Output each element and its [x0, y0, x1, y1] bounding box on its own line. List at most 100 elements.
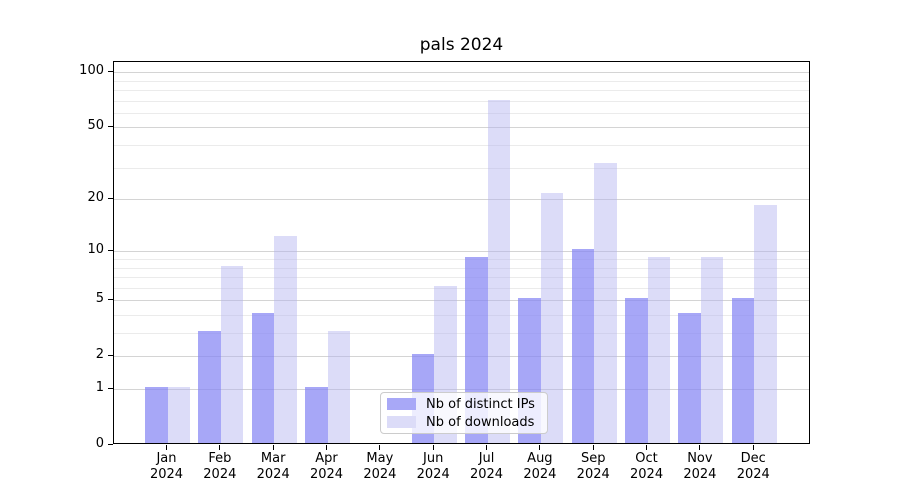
- legend-label-distinct-ips: Nb of distinct IPs: [426, 396, 535, 412]
- major-gridline-2: [114, 356, 809, 358]
- x-tick-label-line: 2024: [523, 467, 557, 482]
- bar-distinct-ips-dec: [731, 298, 755, 443]
- y-tick-label-50: 50: [87, 118, 104, 134]
- x-tick-label-may: May 2024: [349, 451, 411, 483]
- x-tick-apr: [326, 445, 328, 450]
- x-tick-aug: [539, 445, 541, 450]
- minor-gridline-80: [114, 90, 809, 92]
- bar-downloads-mar: [274, 235, 297, 443]
- legend: Nb of distinct IPs Nb of downloads: [380, 392, 548, 434]
- x-tick-label-line: 2024: [576, 467, 610, 482]
- x-tick-label-nov: Nov 2024: [669, 451, 731, 483]
- x-tick-label-line: 2024: [256, 467, 290, 482]
- x-tick-nov: [699, 445, 701, 450]
- x-tick-jan: [166, 445, 167, 450]
- x-tick-label-line: 2024: [416, 467, 450, 482]
- x-tick-label-feb: Feb 2024: [189, 451, 251, 483]
- x-tick-sep: [592, 445, 594, 450]
- x-tick-label-jun: Jun 2024: [402, 451, 464, 483]
- chart-title: pals 2024: [419, 35, 504, 55]
- bar-distinct-ips-nov: [678, 313, 701, 443]
- major-gridline-5: [114, 300, 809, 302]
- y-tick-label-2: 2: [95, 347, 104, 363]
- x-tick-mar: [272, 445, 274, 450]
- bar-downloads-jul: [487, 99, 511, 443]
- minor-gridline-4: [114, 314, 809, 316]
- minor-gridline-9: [114, 259, 809, 260]
- plot-area: Nb of distinct IPs Nb of downloads: [113, 61, 810, 444]
- x-tick-label-line: Sep: [580, 451, 606, 466]
- y-tick-5: [108, 298, 113, 300]
- minor-gridline-40: [114, 145, 809, 147]
- x-tick-label-line: 2024: [736, 467, 770, 482]
- legend-label-downloads: Nb of downloads: [426, 414, 535, 430]
- x-tick-oct: [646, 445, 648, 450]
- x-tick-label-oct: Oct 2024: [616, 451, 678, 483]
- minor-gridline-30: [114, 167, 809, 169]
- major-gridline-50: [114, 127, 809, 129]
- bar-downloads-oct: [647, 257, 671, 443]
- major-gridline-100: [114, 72, 809, 74]
- y-tick-label-1: 1: [95, 380, 104, 395]
- minor-gridline-7: [114, 277, 809, 279]
- legend-row-distinct-ips: Nb of distinct IPs: [387, 395, 539, 413]
- minor-gridline-70: [114, 100, 809, 102]
- major-gridline-20: [114, 199, 809, 201]
- bar-distinct-ips-oct: [625, 298, 648, 443]
- minor-gridline-3: [114, 333, 809, 335]
- minor-gridline-6: [114, 287, 809, 289]
- x-tick-label-line: Oct: [635, 451, 658, 466]
- bar-downloads-aug: [540, 193, 564, 443]
- bar-downloads-nov: [700, 257, 724, 443]
- bar-distinct-ips-apr: [305, 387, 328, 443]
- bar-distinct-ips-feb: [198, 331, 221, 443]
- x-tick-label-line: May: [366, 451, 394, 466]
- y-tick-2: [108, 354, 113, 356]
- x-tick-label-jul: Jul 2024: [456, 451, 518, 483]
- x-tick-label-dec: Dec 2024: [722, 451, 784, 483]
- minor-gridline-8: [114, 267, 809, 269]
- x-tick-label-line: Mar: [260, 451, 286, 466]
- minor-gridline-90: [114, 80, 809, 82]
- y-tick-100: [108, 70, 113, 72]
- x-tick-label-jan: Jan 2024: [136, 451, 198, 483]
- bar-downloads-dec: [754, 205, 777, 443]
- y-tick-label-10: 10: [87, 242, 104, 258]
- x-tick-label-line: Jun: [423, 451, 444, 466]
- bar-downloads-sep: [594, 163, 617, 443]
- y-tick-label-100: 100: [79, 63, 104, 79]
- x-tick-feb: [219, 445, 221, 450]
- x-tick-dec: [752, 445, 754, 450]
- major-gridline-10: [114, 251, 809, 253]
- x-tick-label-mar: Mar 2024: [242, 451, 304, 483]
- y-tick-50: [108, 125, 113, 127]
- minor-gridline-60: [114, 112, 809, 114]
- x-tick-label-sep: Sep 2024: [562, 451, 624, 483]
- x-tick-label-line: Dec: [740, 451, 766, 466]
- x-tick-label-line: 2024: [469, 467, 504, 482]
- x-tick-label-line: Jul: [478, 451, 495, 466]
- x-tick-jul: [486, 445, 488, 450]
- bar-distinct-ips-mar: [251, 313, 275, 443]
- y-tick-label-20: 20: [87, 190, 104, 206]
- x-tick-label-line: 2024: [203, 467, 237, 482]
- x-tick-label-line: Jan: [156, 451, 177, 466]
- x-tick-label-line: Aug: [527, 451, 553, 466]
- x-tick-label-line: Apr: [315, 451, 338, 466]
- bar-distinct-ips-jan: [145, 387, 168, 443]
- y-tick-label-5: 5: [95, 291, 104, 307]
- legend-swatch-distinct-ips-icon: [387, 398, 416, 410]
- x-tick-label-line: Feb: [208, 451, 232, 466]
- x-tick-label-apr: Apr 2024: [296, 451, 358, 483]
- x-tick-may: [379, 445, 381, 450]
- y-tick-label-0: 0: [95, 436, 104, 451]
- y-tick-1: [108, 387, 113, 389]
- x-tick-label-line: Nov: [687, 451, 713, 466]
- x-tick-label-line: 2024: [309, 467, 344, 482]
- y-tick-20: [108, 197, 113, 199]
- legend-swatch-downloads-icon: [387, 416, 416, 428]
- major-gridline-1: [114, 389, 809, 390]
- x-tick-label-line: 2024: [630, 467, 664, 482]
- legend-row-downloads: Nb of downloads: [387, 413, 539, 431]
